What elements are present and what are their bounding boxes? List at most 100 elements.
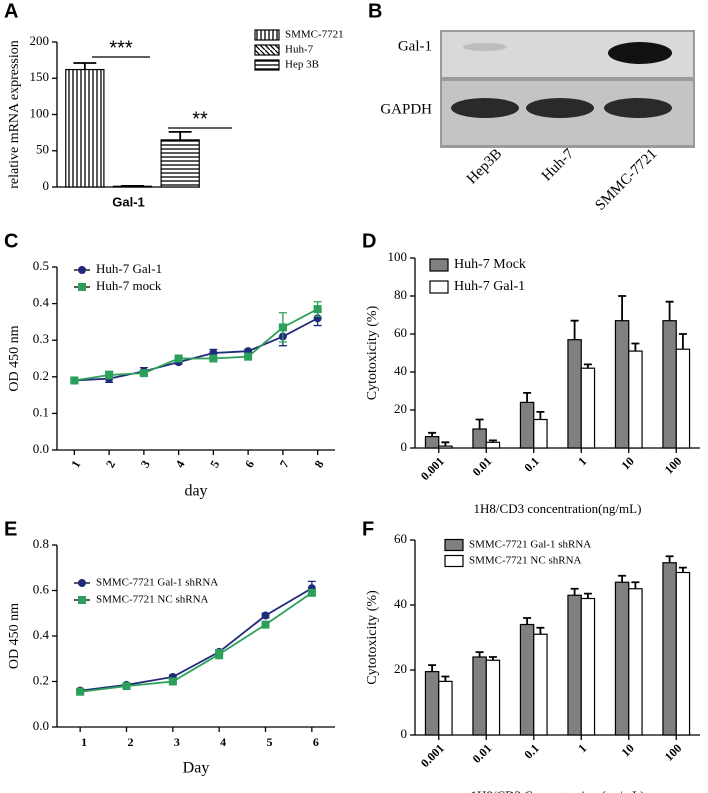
legend-marker [78,266,86,274]
data-point [278,323,287,332]
x-tick-label: 6 [242,458,257,470]
bar [472,428,487,449]
error-bar [618,574,627,583]
series-line [74,308,319,382]
y-tick-label: 0.1 [33,404,49,419]
y-tick-label: 20 [394,401,407,416]
x-tick-label: 0.01 [470,741,495,766]
y-tick-label: 50 [36,142,49,157]
y-axis-label: Cytotoxicity (%) [365,305,380,400]
blot-lane-label: Hep3B [464,146,505,187]
y-axis-label: OD 450 nm [7,603,22,669]
y-tick-label: 60 [394,531,407,546]
x-tick-label: 2 [128,735,134,749]
x-tick-label: 1 [575,741,589,755]
error-bar [488,656,497,661]
error-bar [523,392,532,403]
blot-lane-label: Huh-7 [539,146,578,185]
bar [533,418,548,449]
bar [567,339,582,449]
data-point [307,588,316,597]
y-axis-label: Cytotoxicity (%) [365,590,380,685]
data-point [70,376,79,385]
bar [567,594,582,736]
legend-swatch [429,280,449,294]
legend-swatch [444,554,464,568]
y-tick-label: 80 [394,287,407,302]
y-tick-label: 60 [394,325,407,340]
legend-label: SMMC-7721 NC shRNA [469,555,582,567]
y-tick-label: 0.5 [33,258,49,273]
panel-letter: A [4,0,18,22]
bar [675,348,691,449]
bar [65,68,105,188]
bar [438,445,453,449]
x-tick-label: 3 [174,735,180,749]
bar [160,139,200,188]
x-axis-label: 1H8/CD3 concentration(ng/mL) [474,501,642,516]
y-tick-label: 40 [394,363,407,378]
panel-letter: B [368,0,382,22]
error-bar [536,411,545,420]
legend-label: Huh-7 Gal-1 [96,261,162,276]
blot-band [608,42,672,64]
y-tick-label: 200 [30,33,50,48]
legend-swatch [254,44,280,56]
x-tick-label: 7 [277,458,292,470]
y-tick-label: 0.8 [33,536,49,551]
data-point [139,369,148,378]
legend-swatch [254,59,280,71]
x-tick-label: 1 [81,735,87,749]
y-tick-label: 0.0 [33,718,49,733]
error-bar [536,626,545,635]
series-line [80,587,313,692]
series-line [74,317,319,382]
legend-label: Huh-7 Gal-1 [454,279,525,294]
legend-marker [78,596,86,604]
blot-band [451,98,519,118]
data-point [174,354,183,363]
bar [533,633,548,736]
data-point [244,352,253,361]
legend-swatch [444,538,464,552]
bar [662,320,677,449]
blot-lane-label: SMMC-7721 [592,146,660,214]
bar [675,571,691,736]
y-tick-label: 100 [388,249,408,264]
x-tick-label: 6 [313,735,319,749]
legend-marker [78,579,86,587]
error-bar [631,581,640,589]
error-bar [631,342,640,352]
blot-band [604,98,672,118]
bar [580,597,596,736]
significance-label: *** [109,37,133,59]
x-tick-label: 4 [172,458,187,470]
series-line [80,592,313,693]
blot-band [463,43,507,51]
data-point [76,687,85,696]
error-bar [665,300,674,321]
x-tick-label: 8 [311,458,326,470]
bar [628,588,643,736]
y-tick-label: 0.4 [33,295,50,310]
error-bar [488,439,497,443]
x-tick-label: 0.1 [521,741,542,762]
error-bar [428,431,437,437]
x-tick-label: 5 [267,735,273,749]
error-bar [665,555,674,563]
bar [438,680,453,736]
y-tick-label: 20 [394,661,407,676]
bar [485,659,501,736]
legend-label: Huh-7 [285,44,314,56]
legend-label: Hep 3B [285,59,319,71]
bar [580,367,596,449]
panel-letter: D [362,230,376,252]
y-tick-label: 0.0 [33,441,49,456]
x-axis-label: day [184,483,207,500]
error-bar [678,566,687,573]
y-tick-label: 0 [43,178,50,193]
data-point [261,620,270,629]
x-tick-label: 2 [103,458,118,470]
y-tick-label: 0.3 [33,331,49,346]
